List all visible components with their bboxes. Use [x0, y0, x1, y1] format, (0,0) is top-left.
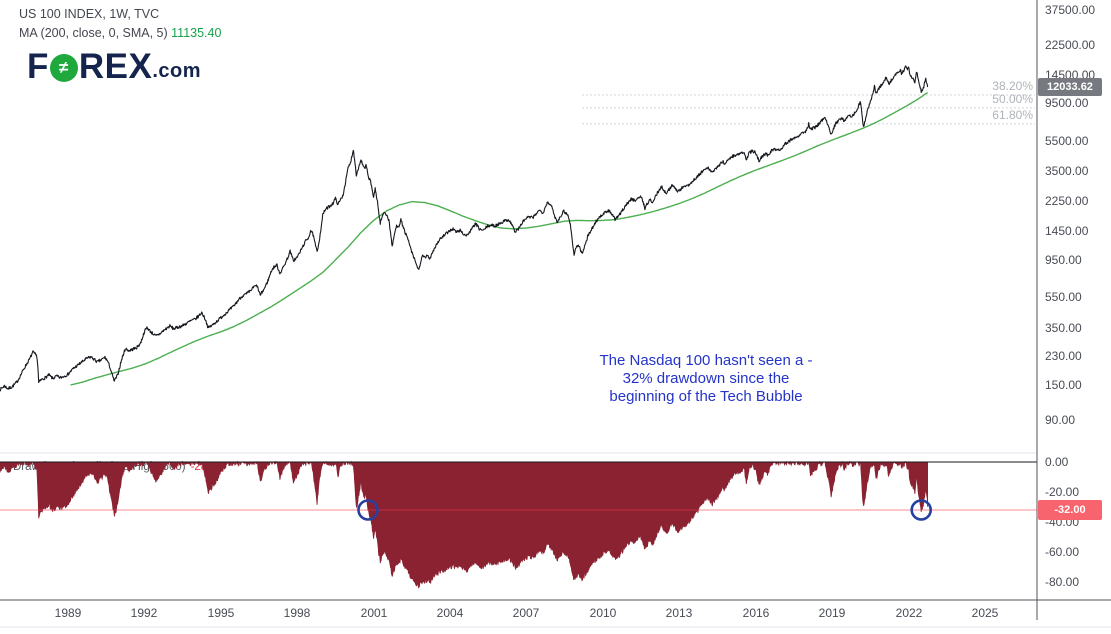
logo-dot-com: .com [152, 60, 202, 82]
year-tick-label: 2016 [742, 606, 770, 620]
price-tick-label: 5500.00 [1045, 134, 1089, 148]
year-tick-label: 1992 [130, 606, 158, 620]
price-tick-label: 90.00 [1045, 413, 1076, 427]
year-tick-label: 1998 [283, 606, 311, 620]
year-tick-label: 2010 [589, 606, 617, 620]
forex-logo: F ≠ REX .com [27, 47, 202, 86]
drawdown-indicator-value: -28.62 [190, 461, 224, 473]
drawdown-tick-label: -40.00 [1045, 515, 1080, 529]
fib-level-label: 50.00% [992, 92, 1033, 106]
price-tick-label: 230.00 [1045, 349, 1082, 363]
drawdown-indicator-label: Drawdown (D, All Time High, 500) [13, 461, 186, 473]
symbol-legend[interactable]: US 100 INDEX, 1W, TVC MA (200, close, 0,… [19, 7, 221, 40]
drawdown-status-line[interactable]: Drawdown (D, All Time High, 500) -28.62 [13, 461, 223, 473]
ma-line[interactable] [70, 92, 928, 386]
price-tick-label: 350.00 [1045, 321, 1082, 335]
drawdown-tick-label: -60.00 [1045, 545, 1080, 559]
ma-indicator-value: 11135.40 [171, 26, 222, 40]
price-tick-label: 14500.00 [1045, 68, 1096, 82]
price-tick-label: 22500.00 [1045, 38, 1096, 52]
year-tick-label: 1995 [207, 606, 235, 620]
year-tick-label: 1989 [54, 606, 82, 620]
price-tick-label: 3500.00 [1045, 164, 1089, 178]
annotation-line-3: beginning of the Tech Bubble [609, 388, 803, 405]
fib-level-label: 38.20% [992, 79, 1033, 93]
year-tick-label: 2019 [818, 606, 846, 620]
price-tick-label: 550.00 [1045, 290, 1082, 304]
circle-marker[interactable] [357, 499, 379, 521]
logo-o-icon: ≠ [49, 54, 78, 82]
annotation-text[interactable]: The Nasdaq 100 hasn't seen a - 32% drawd… [560, 352, 852, 406]
logo-letter-f: F [27, 47, 49, 86]
symbol-title: US 100 INDEX, 1W, TVC [19, 7, 160, 21]
price-tick-label: 37500.00 [1045, 3, 1096, 17]
circle-marker[interactable] [910, 499, 933, 521]
price-line[interactable] [0, 65, 929, 392]
drawdown-area[interactable] [0, 460, 928, 589]
drawdown-tick-label: 0.00 [1045, 455, 1069, 469]
drawdown-tick-label: -20.00 [1045, 485, 1080, 499]
year-tick-label: 2025 [971, 606, 999, 620]
year-tick-label: 2007 [512, 606, 540, 620]
price-tick-label: 1450.00 [1045, 224, 1089, 238]
drawdown-tick-label: -80.00 [1045, 575, 1080, 589]
year-tick-label: 2001 [360, 606, 388, 620]
annotation-line-2: 32% drawdown since the [622, 370, 790, 387]
year-tick-label: 2022 [895, 606, 923, 620]
price-tick-label: 9500.00 [1045, 96, 1089, 110]
ma-indicator-label: MA (200, close, 0, SMA, 5) [19, 26, 168, 40]
annotation-line-1: The Nasdaq 100 hasn't seen a - [599, 352, 813, 369]
price-tick-label: 150.00 [1045, 378, 1082, 392]
logo-letters-rex: REX [78, 47, 153, 86]
price-tick-label: 950.00 [1045, 253, 1082, 267]
price-tick-label: 2250.00 [1045, 194, 1089, 208]
fib-level-label: 61.80% [992, 108, 1033, 122]
year-tick-label: 2013 [665, 606, 693, 620]
year-tick-label: 2004 [436, 606, 464, 620]
